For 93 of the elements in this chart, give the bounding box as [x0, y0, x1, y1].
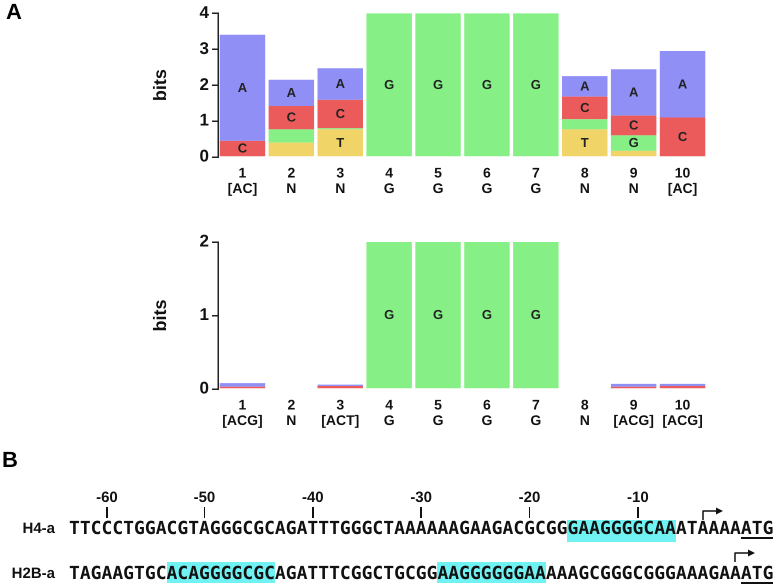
bar: [220, 383, 266, 387]
bar: [366, 13, 412, 156]
x-tick-label: 5 G: [432, 396, 444, 428]
x-tick-label: 4 G: [384, 164, 395, 196]
text: G: [530, 307, 541, 322]
series-label: G: [628, 135, 639, 150]
bar: [513, 242, 559, 388]
text: G: [432, 76, 444, 92]
text: C: [628, 118, 638, 133]
bar: [268, 106, 314, 130]
bar: [464, 13, 510, 156]
text: B: [2, 447, 18, 472]
bar: [610, 384, 656, 387]
y-tick-label: 2: [200, 74, 209, 94]
x-tick-label: 2 N: [286, 164, 296, 196]
x-tick-label: 8 N: [580, 396, 590, 428]
bar: [660, 117, 706, 156]
text: -30: [410, 489, 432, 506]
y-axis-title: bits: [150, 299, 170, 332]
text: H4-a: [22, 520, 55, 537]
text: G: [432, 307, 444, 322]
bar: [660, 384, 706, 386]
text: A: [678, 76, 688, 92]
bar: [562, 76, 608, 97]
bar: [220, 140, 266, 156]
text: A: [286, 84, 296, 100]
text: A: [336, 76, 345, 92]
bar: [318, 68, 363, 100]
bar: [366, 242, 412, 388]
bar: [318, 100, 363, 128]
bar: [562, 96, 608, 120]
x-tick-label: 9 [ACG]: [613, 396, 654, 428]
x-tick-label: 10 [AC]: [668, 164, 698, 196]
bar: [562, 119, 608, 130]
y-tick-label: 3: [200, 38, 209, 58]
text: A: [238, 80, 248, 95]
text: C: [286, 110, 296, 125]
y-tick-label: 0: [200, 378, 209, 398]
y-tick-label: 4: [200, 2, 210, 22]
x-tick-label: 5 G: [432, 164, 444, 196]
bar: [220, 34, 266, 141]
x-tick-label: 1 [ACG]: [222, 396, 263, 428]
bar: [562, 129, 608, 156]
bar: [464, 242, 510, 388]
x-tick-label: 3 N: [335, 164, 346, 196]
x-tick-label: 1 [AC]: [228, 164, 258, 196]
text: -20: [518, 489, 540, 506]
x-tick-label: 9 N: [628, 164, 639, 196]
bar: [610, 116, 656, 136]
bar: [318, 129, 363, 156]
bar: [268, 129, 314, 143]
x-tick-label: 10 [ACG]: [662, 396, 703, 428]
x-tick-label: 6 G: [482, 164, 493, 196]
series-label: T: [336, 134, 344, 150]
bar: [610, 135, 656, 151]
text: H2B-a: [12, 565, 55, 582]
text: A: [6, 0, 22, 24]
x-tick-label: 8 N: [580, 164, 590, 196]
bar: [610, 150, 656, 156]
bar: [268, 80, 314, 106]
text: -50: [194, 489, 216, 506]
y-tick-label: 0: [200, 146, 209, 166]
text: -40: [302, 489, 324, 506]
bar: [415, 13, 461, 156]
bar: [660, 50, 706, 118]
text: -60: [96, 489, 118, 506]
text: -10: [627, 489, 649, 506]
text: C: [678, 128, 688, 144]
text: G: [482, 76, 492, 92]
bar: [268, 142, 314, 156]
x-tick-label: 4 G: [384, 396, 395, 428]
series-label: A: [580, 78, 590, 94]
x-tick-label: 7 G: [530, 164, 542, 196]
bar: [513, 13, 559, 156]
x-tick-label: 7 G: [530, 396, 542, 428]
bar: [415, 242, 461, 388]
y-axis-title: bits: [150, 69, 170, 102]
y-tick-label: 1: [200, 110, 209, 130]
y-tick-label: 2: [200, 232, 209, 251]
text: T: [580, 134, 589, 150]
text: G: [482, 307, 492, 322]
bar: [610, 69, 656, 116]
text: G: [530, 76, 541, 92]
x-tick-label: 6 G: [482, 396, 493, 428]
text: G: [384, 76, 394, 92]
y-tick-label: 1: [200, 305, 209, 324]
x-tick-label: 3 [ACT]: [321, 396, 360, 428]
text: C: [580, 100, 590, 116]
series-label: C: [238, 140, 248, 156]
text: C: [336, 106, 345, 122]
text: A: [628, 84, 638, 100]
series-label: G: [384, 307, 394, 322]
x-tick-label: 2 N: [286, 396, 296, 428]
